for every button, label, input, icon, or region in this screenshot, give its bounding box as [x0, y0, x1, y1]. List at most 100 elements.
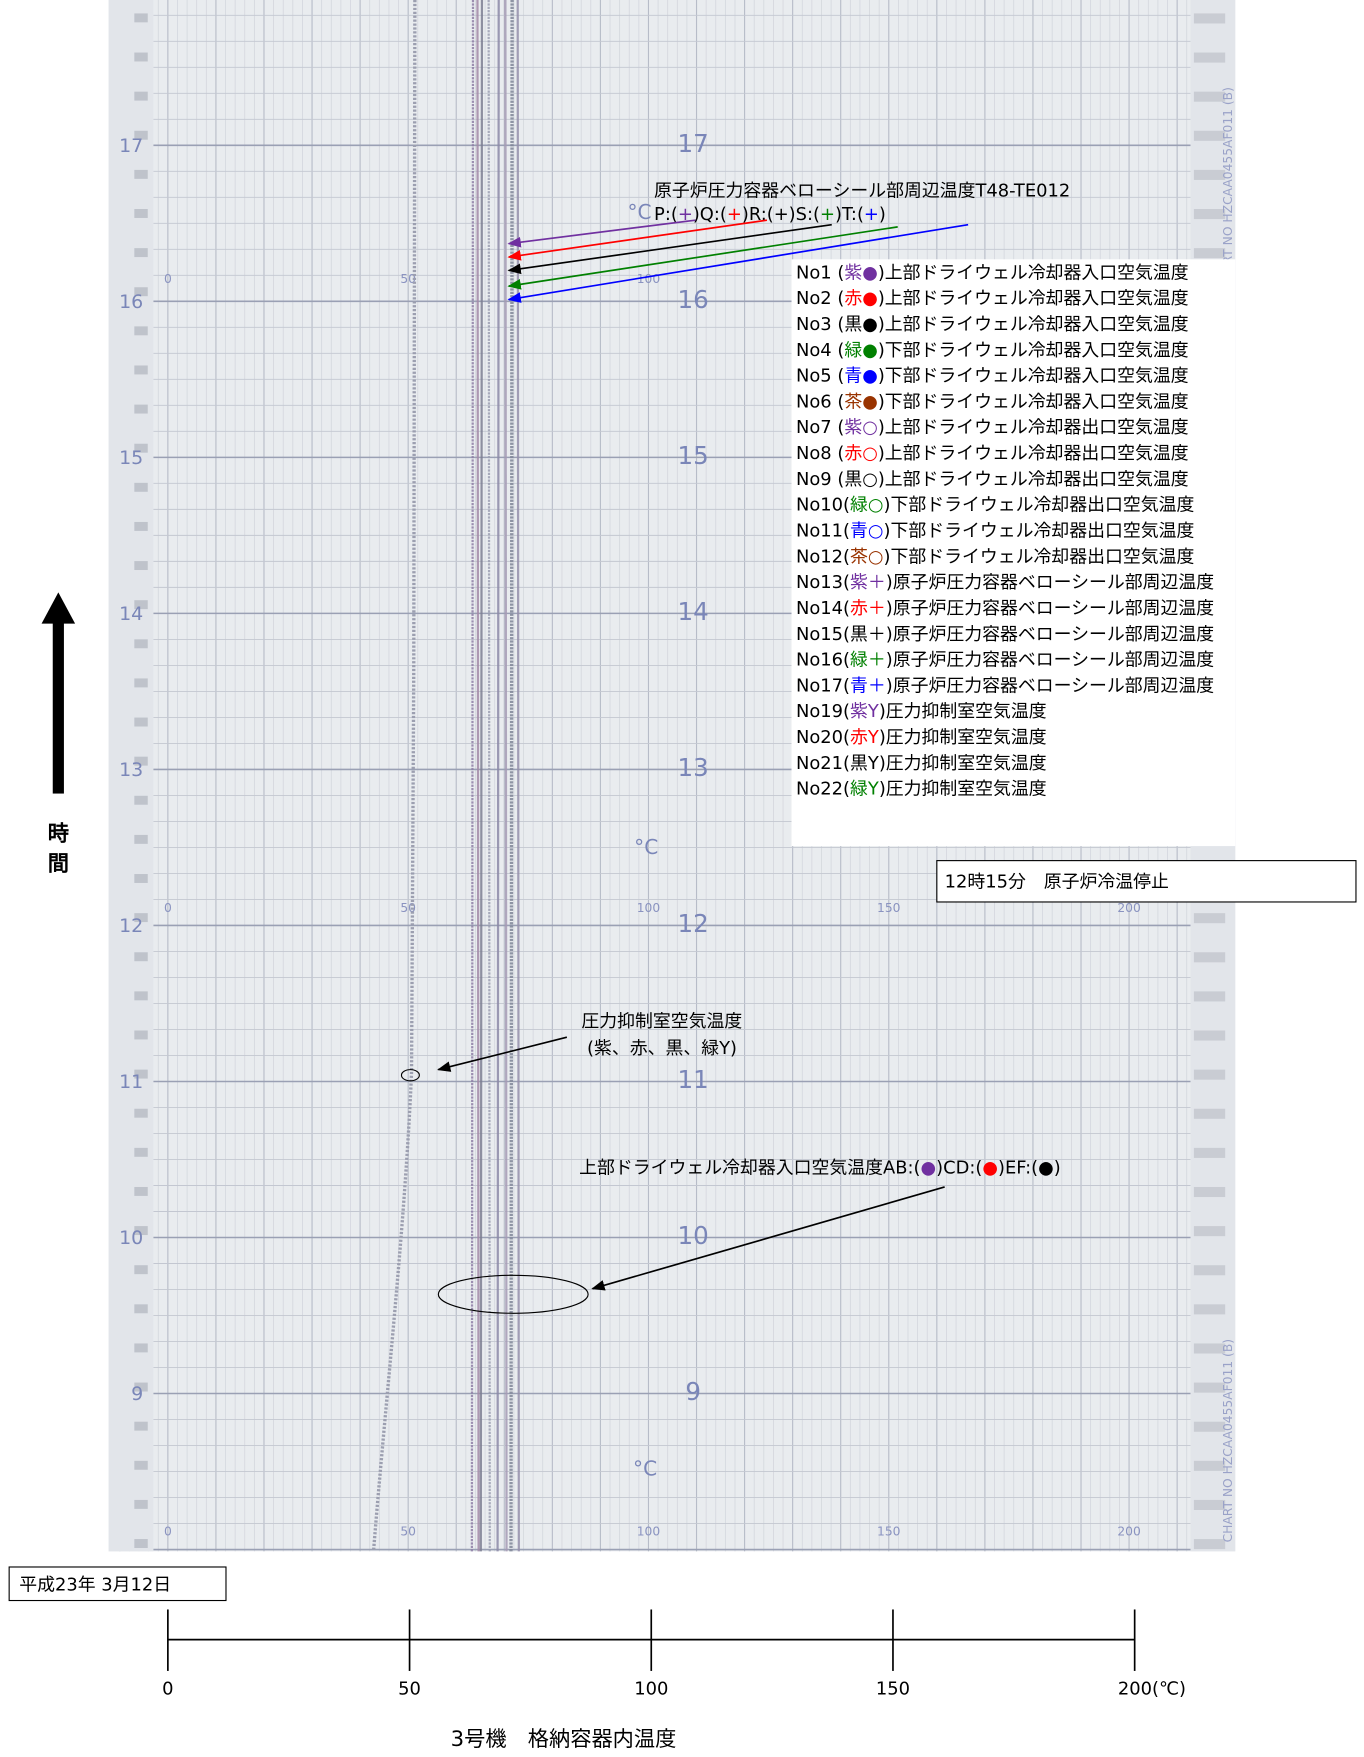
- sprocket-right: [1193, 248, 1226, 259]
- paper-scale-label: 150: [877, 901, 900, 915]
- bellows-note-keys: P:(+)Q:(+)R:(+)S:(+)T:(+): [654, 204, 886, 225]
- drywell-note-segment: 上部ドライウェル冷却器入口空気温度AB:(: [579, 1158, 920, 1179]
- paper-hour-label: 14: [119, 603, 143, 625]
- drywell-ellipse: [437, 1274, 589, 1314]
- paper-hour-label: 13: [678, 753, 709, 782]
- bellows-arrow: [507, 223, 969, 303]
- legend-entry: No17(青＋)原子炉圧力容器ベローシール部周辺温度: [796, 675, 1214, 696]
- bellows-note-keys-segment: +: [864, 204, 879, 225]
- paper-hour-label: 10: [678, 1221, 709, 1250]
- legend-entry: No5 (青●)下部ドライウェル冷却器入口空気温度: [796, 366, 1189, 387]
- paper-hour-label: 9: [685, 1377, 701, 1406]
- temp-axis-tick-label: 0: [162, 1678, 173, 1699]
- paper-hour-label: 15: [678, 441, 709, 470]
- drywell-note-segment: )EF:(: [998, 1158, 1038, 1179]
- recorder-trace: [479, 0, 484, 1552]
- suppression-note-line1: 圧力抑制室空気温度: [581, 1011, 742, 1032]
- legend-description: )下部ドライウェル冷却器入口空気温度: [878, 391, 1189, 412]
- paper-scale-label: 100: [637, 901, 660, 915]
- legend-description: )原子炉圧力容器ベローシール部周辺温度: [886, 675, 1214, 696]
- annotations: 12時15分 原子炉冷温停止 圧力抑制室空気温度 (紫、赤、黒、緑Y) 平成23…: [8, 181, 1357, 1752]
- temp-axis-tick-label: 50: [398, 1678, 421, 1699]
- sprocket-left: [134, 1460, 148, 1470]
- paper-hour-label: 15: [119, 447, 143, 469]
- paper-scale-label: 200: [1117, 901, 1140, 915]
- suppression-arrow: [437, 1036, 568, 1072]
- legend-key: 青●: [844, 366, 877, 387]
- sprocket-left: [134, 639, 148, 649]
- legend-number: No1 (: [796, 262, 844, 283]
- sprocket-left: [134, 1421, 148, 1431]
- legend-key: 黒＋: [850, 624, 886, 645]
- legend-key: 青○: [850, 520, 883, 541]
- legend-entry: No21(黒Y)圧力抑制室空気温度: [796, 753, 1047, 774]
- legend-entry: No4 (緑●)下部ドライウェル冷却器入口空気温度: [796, 340, 1189, 361]
- legend-description: )圧力抑制室空気温度: [879, 779, 1047, 800]
- drywell-note-segment: ●: [1038, 1158, 1054, 1179]
- legend-number: No8 (: [796, 443, 844, 464]
- legend-description: )下部ドライウェル冷却器入口空気温度: [878, 366, 1189, 387]
- legend-entry: No2 (赤●)上部ドライウェル冷却器入口空気温度: [796, 288, 1189, 309]
- sprocket-left: [134, 52, 148, 62]
- paper-hour-label: 17: [119, 135, 143, 157]
- sprocket-right: [1193, 1186, 1226, 1198]
- bellows-arrow: [507, 226, 898, 290]
- sprocket-right: [1193, 169, 1226, 180]
- bellows-note-keys-segment: )T:(: [835, 204, 864, 225]
- legend-description: )上部ドライウェル冷却器出口空気温度: [878, 443, 1189, 464]
- temp-axis-title: 3号機 格納容器内温度: [451, 1727, 677, 1752]
- sprocket-left: [134, 443, 148, 453]
- sprocket-right: [1193, 913, 1226, 924]
- legend-key: 黒Y: [850, 753, 879, 774]
- legend-key: 黒●: [844, 314, 877, 335]
- legend-number: No2 (: [796, 288, 844, 309]
- sprocket-left: [134, 482, 148, 492]
- legend-number: No9 (: [796, 469, 844, 490]
- legend-number: No3 (: [796, 314, 844, 335]
- legend-number: No22(: [796, 779, 850, 800]
- sprocket-left: [134, 91, 148, 101]
- sprocket-left: [134, 1147, 148, 1157]
- legend-key: 赤Y: [850, 727, 879, 748]
- legend-description: )下部ドライウェル冷却器出口空気温度: [884, 546, 1195, 567]
- legend-number: No12(: [796, 546, 850, 567]
- sprocket-left: [134, 1499, 148, 1509]
- sprocket-right: [1193, 13, 1226, 24]
- paper-hour-label: 13: [119, 759, 143, 781]
- bellows-note-keys-segment: )Q:(: [693, 204, 727, 225]
- recorder-trace: [516, 0, 520, 1552]
- bellows-note-keys-segment: ): [879, 204, 886, 225]
- paper-hour-label: 14: [678, 597, 709, 626]
- legend-description: )下部ドライウェル冷却器出口空気温度: [884, 520, 1195, 541]
- paper-hour-label: 10: [119, 1227, 143, 1249]
- bellows-arrow: [507, 219, 768, 261]
- paper-unit: °C: [634, 835, 658, 859]
- legend-key: 赤○: [844, 443, 877, 464]
- sprocket-right: [1193, 1069, 1226, 1080]
- sprocket-right: [1193, 952, 1226, 963]
- legend-key: 茶○: [850, 546, 883, 567]
- sprocket-left: [134, 991, 148, 1001]
- paper-hour-label: 17: [678, 129, 709, 158]
- legend-description: )下部ドライウェル冷却器入口空気温度: [878, 340, 1189, 361]
- chart-number: CHART NO HZCAA0455AF011 (B): [1221, 87, 1235, 290]
- sprocket-right: [1193, 1539, 1226, 1550]
- legend-number: No17(: [796, 675, 850, 696]
- legend-entry: No22(緑Y)圧力抑制室空気温度: [796, 779, 1047, 800]
- sprocket-left: [134, 1539, 148, 1548]
- paper-scale-label: 0: [164, 901, 172, 915]
- sprocket-right: [1193, 1265, 1226, 1276]
- sprocket-left: [134, 287, 148, 297]
- sprocket-right: [1193, 1421, 1226, 1432]
- suppression-note-line2: (紫、赤、黒、緑Y): [587, 1038, 737, 1059]
- recorder-trace: [509, 0, 514, 1552]
- legend-key: 緑＋: [850, 650, 886, 671]
- bellows-note-title: 原子炉圧力容器ベローシール部周辺温度T48-TE012: [654, 181, 1070, 202]
- sprocket-left: [134, 1343, 148, 1353]
- sprocket-left: [134, 1265, 148, 1275]
- paper-scale-label: 0: [164, 272, 172, 286]
- sprocket-left: [134, 1304, 148, 1314]
- temp-axis-tick-label: 100: [634, 1678, 668, 1699]
- sprocket-left: [134, 874, 148, 883]
- sprocket-left: [134, 834, 148, 844]
